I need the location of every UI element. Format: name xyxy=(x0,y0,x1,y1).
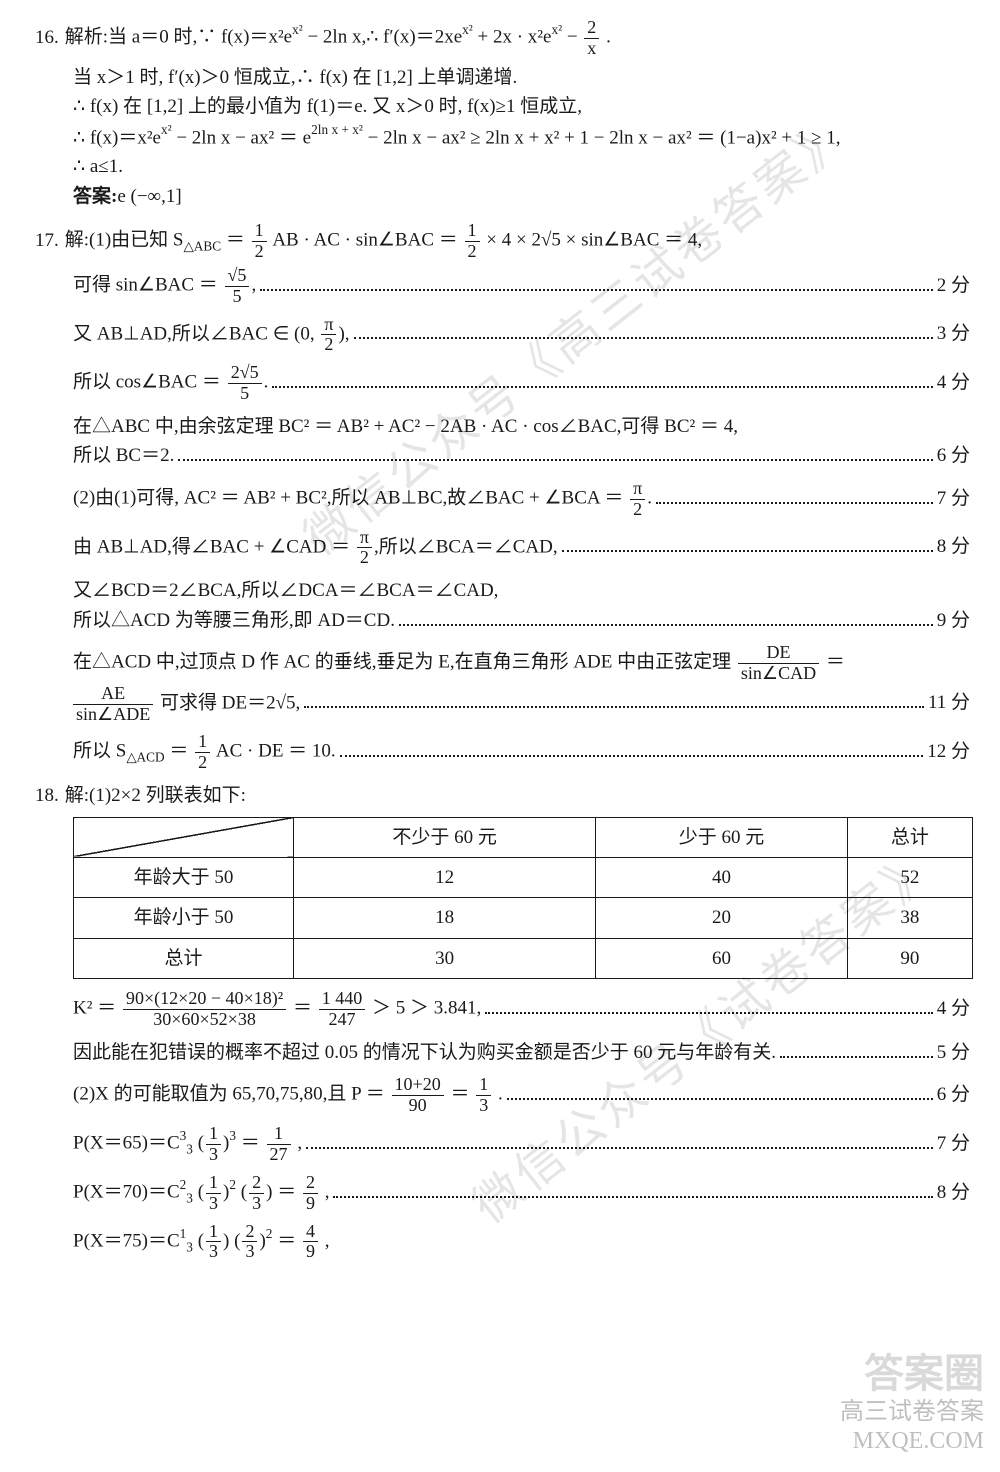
t: + 2x · x²e xyxy=(478,27,552,48)
frac-2x: 2x xyxy=(584,18,599,59)
t: x² xyxy=(551,22,562,37)
q16-l3: ∴ f(x) 在 [1,2] 上的最小值为 f(1)＝e. 又 x＞0 时, f… xyxy=(35,92,970,121)
col-h1: 不少于 60 元 xyxy=(294,817,596,857)
q17-s5: 所以 BC＝2.6 分 xyxy=(35,441,970,470)
q16-line1: 16. 解析:当 a＝0 时,∵ f(x)＝x²ex² − 2ln x,∴ f′… xyxy=(35,18,970,59)
q17-s10: 在△ACD 中,过顶点 D 作 AC 的垂线,垂足为 E,在直角三角形 ADE … xyxy=(35,643,970,684)
q18-p75: P(X＝75)＝C13 (13) (23)2 ＝ 49 , xyxy=(35,1222,970,1263)
table-header-row: 不少于 60 元 少于 60 元 总计 xyxy=(74,817,973,857)
q16-l5: ∴ a≤1. xyxy=(35,152,970,181)
q16-num: 16. xyxy=(35,23,59,52)
t: 解析:当 a＝0 时,∵ f(x)＝x²e xyxy=(65,27,292,48)
q16-ans: 答案:e (−∞,1] xyxy=(35,182,970,211)
q17-s12: 所以 S△ACD ＝ 12 AC · DE ＝ 10. 12 分 xyxy=(35,732,970,773)
t: x² xyxy=(462,22,473,37)
t: − xyxy=(567,27,582,48)
q17-s6: (2)由(1)可得, AC² ＝ AB² + BC²,所以 AB⊥BC,故∠BA… xyxy=(35,479,970,520)
t: x² xyxy=(292,22,303,37)
q18-conc: 因此能在犯错误的概率不超过 0.05 的情况下认为购买金额是否少于 60 元与年… xyxy=(35,1038,970,1067)
q17-head: 17. 解:(1)由已知 S△ABC ＝ 12 AB · AC · sin∠BA… xyxy=(35,221,970,262)
q17-s3: 所以 cos∠BAC ＝ 2√55. 4 分 xyxy=(35,363,970,404)
q18-num: 18. xyxy=(35,781,59,810)
contingency-table: 不少于 60 元 少于 60 元 总计 年龄大于 50 12 40 52 年龄小… xyxy=(73,817,973,980)
q17-s11: AEsin∠ADE 可求得 DE＝2√5, 11 分 xyxy=(35,684,970,725)
q18-p70: P(X＝70)＝C23 (13)2 (23) ＝ 29 , 8 分 xyxy=(35,1173,970,1214)
q16-l2: 当 x＞1 时, f′(x)＞0 恒成立,∴ f(x) 在 [1,2] 上单调递… xyxy=(35,63,970,92)
t: − 2ln x,∴ f′(x)＝2xe xyxy=(307,27,462,48)
corner-logo: 答案圈 高三试卷答案 MXQE.COM xyxy=(840,1350,984,1456)
q16-l4: ∴ f(x)＝x²ex² − 2ln x − ax² ＝ e2ln x + x²… xyxy=(35,122,970,153)
t: . xyxy=(606,27,611,48)
q17-s8: 又∠BCD＝2∠BCA,所以∠DCA＝∠BCA＝∠CAD, xyxy=(35,576,970,605)
q17-num: 17. xyxy=(35,226,59,255)
q18-p2: (2)X 的可能取值为 65,70,75,80,且 P ＝ 10+2090 ＝ … xyxy=(35,1075,970,1116)
q18-k2: K² ＝ 90×(12×20 − 40×18)²30×60×52×38 ＝ 1 … xyxy=(35,989,970,1030)
q17-s9: 所以△ACD 为等腰三角形,即 AD＝CD.9 分 xyxy=(35,606,970,635)
table-row: 年龄小于 50 18 20 38 xyxy=(74,898,973,938)
q17-s1: 可得 sin∠BAC ＝ √55, 2 分 xyxy=(35,266,970,307)
q17-s7: 由 AB⊥AD,得∠BAC + ∠CAD ＝ π2,所以∠BCA＝∠CAD, 8… xyxy=(35,528,970,569)
q17-s4: 在△ABC 中,由余弦定理 BC² ＝ AB² + AC² − 2AB · AC… xyxy=(35,412,970,441)
q18-head: 18. 解:(1)2×2 列联表如下: xyxy=(35,781,970,810)
q17-s2: 又 AB⊥AD,所以∠BAC ∈ (0, π2), 3 分 xyxy=(35,315,970,356)
diag-cell xyxy=(74,817,294,857)
q18-p65: P(X＝65)＝C33 (13)3 ＝ 127 , 7 分 xyxy=(35,1124,970,1165)
col-h2: 少于 60 元 xyxy=(596,817,848,857)
table-row: 总计 30 60 90 xyxy=(74,938,973,978)
table-row: 年龄大于 50 12 40 52 xyxy=(74,858,973,898)
col-h3: 总计 xyxy=(847,817,972,857)
